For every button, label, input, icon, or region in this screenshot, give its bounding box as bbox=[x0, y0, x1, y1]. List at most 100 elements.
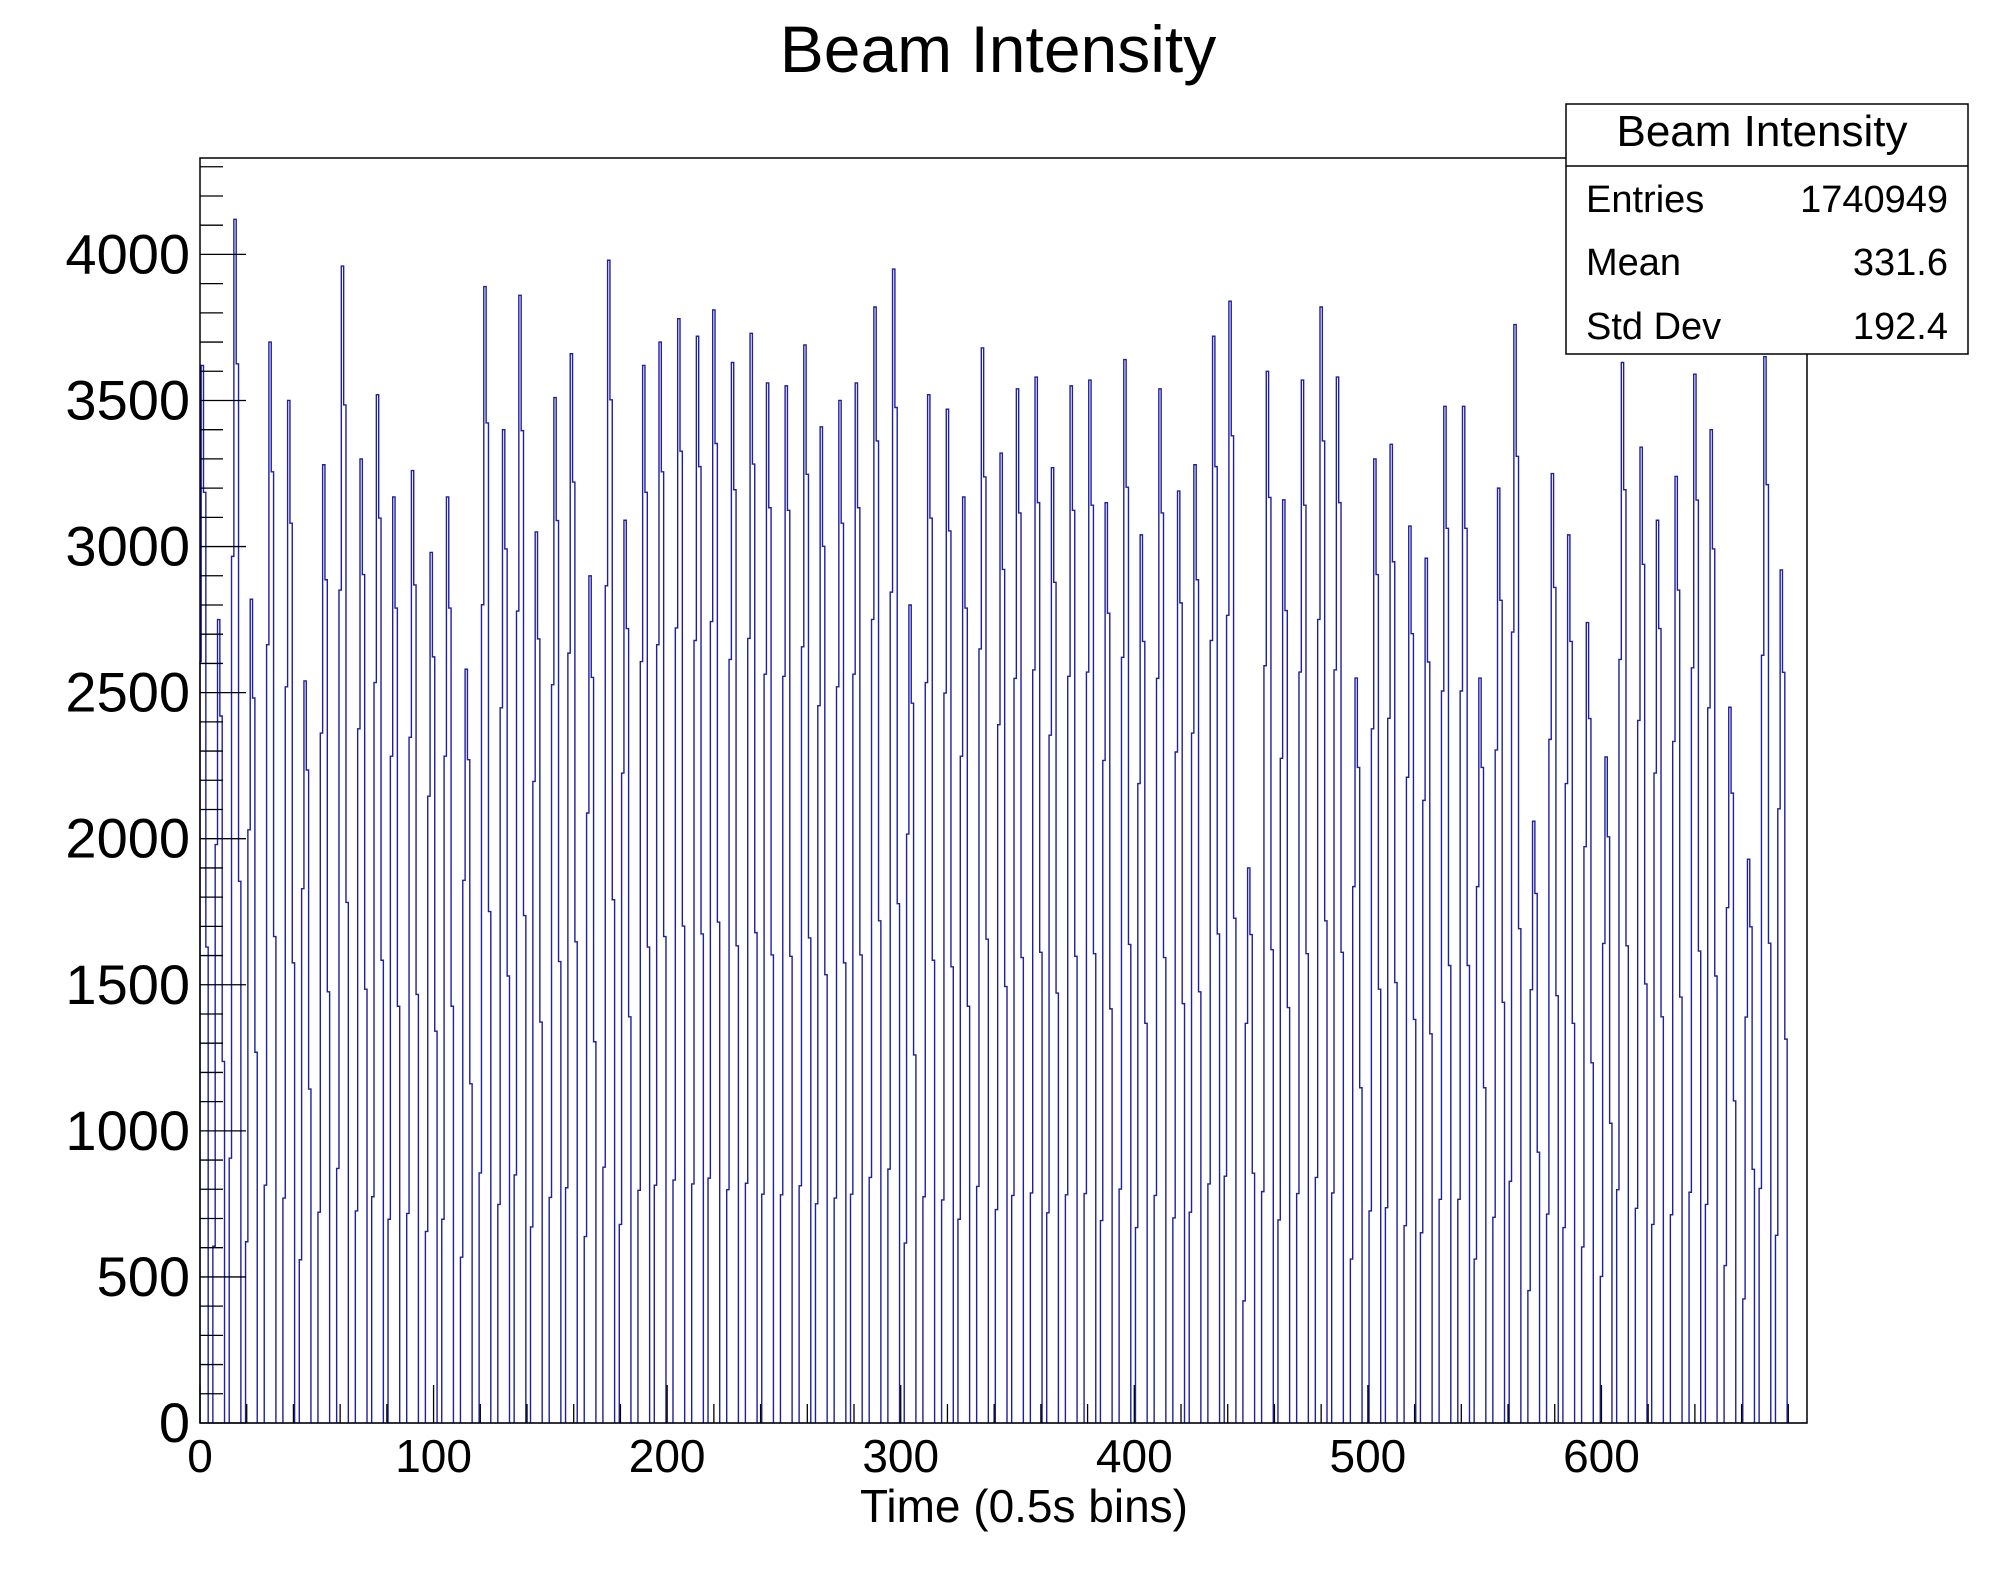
y-tick-label-2500: 2500 bbox=[65, 661, 190, 724]
histogram-pulse-39 bbox=[888, 269, 900, 1423]
histogram-pulse-85 bbox=[1705, 430, 1717, 1423]
histogram-pulse-82 bbox=[1652, 520, 1664, 1423]
histogram-pulse-66 bbox=[1369, 459, 1381, 1423]
histogram-pulse-71 bbox=[1458, 406, 1470, 1423]
histogram-pulse-11 bbox=[388, 497, 400, 1423]
histogram-pulse-81 bbox=[1635, 447, 1647, 1423]
histogram-pulse-26 bbox=[654, 342, 666, 1423]
histogram-pulse-9 bbox=[355, 459, 367, 1423]
histogram-pulse-54 bbox=[1154, 389, 1166, 1423]
x-tick-label-500: 500 bbox=[1330, 1430, 1407, 1482]
histogram-pulse-40 bbox=[904, 605, 916, 1423]
histogram-pulse-83 bbox=[1670, 476, 1682, 1423]
histogram-pulse-20 bbox=[549, 398, 561, 1423]
histogram-pulse-5 bbox=[283, 400, 295, 1423]
histogram-pulse-79 bbox=[1600, 757, 1612, 1423]
histogram-pulse-48 bbox=[1047, 468, 1059, 1423]
histogram-pulse-10 bbox=[372, 395, 384, 1423]
histogram-pulse-55 bbox=[1173, 491, 1185, 1423]
histogram-pulse-38 bbox=[869, 307, 881, 1423]
histogram-pulse-57 bbox=[1208, 336, 1220, 1423]
histogram-pulse-12 bbox=[407, 471, 419, 1423]
histogram-pulse-44 bbox=[977, 348, 989, 1423]
histogram-pulse-14 bbox=[442, 497, 454, 1423]
histogram-pulse-53 bbox=[1135, 535, 1147, 1423]
histogram-pulse-8 bbox=[337, 266, 349, 1423]
histogram-pulse-37 bbox=[851, 383, 863, 1423]
histogram-pulse-76 bbox=[1547, 474, 1559, 1423]
y-tick-label-3500: 3500 bbox=[65, 368, 190, 431]
x-axis-label: Time (0.5s bins) bbox=[860, 1480, 1188, 1532]
histogram-pulse-35 bbox=[815, 427, 827, 1423]
histogram-pulse-61 bbox=[1278, 500, 1290, 1423]
stats-stddev-value: 192.4 bbox=[1853, 306, 1948, 348]
histogram-pulse-25 bbox=[638, 365, 650, 1423]
y-tick-label-3000: 3000 bbox=[65, 515, 190, 578]
stats-box-title: Beam Intensity bbox=[1616, 107, 1907, 156]
histogram-pulse-50 bbox=[1084, 380, 1096, 1423]
histogram-pulse-67 bbox=[1385, 444, 1397, 1423]
histogram-pulse-63 bbox=[1315, 307, 1327, 1423]
histogram-pulse-33 bbox=[780, 386, 792, 1423]
x-axis-ticks bbox=[200, 1385, 1788, 1423]
histogram-pulse-74 bbox=[1509, 325, 1521, 1423]
histogram-pulse-41 bbox=[923, 395, 935, 1423]
histogram-pulse-86 bbox=[1724, 707, 1736, 1423]
histogram-pulse-59 bbox=[1243, 868, 1255, 1423]
histogram-series bbox=[200, 219, 1807, 1423]
histogram-pulse-60 bbox=[1262, 371, 1274, 1423]
histogram-pulse-51 bbox=[1100, 503, 1112, 1423]
histogram-pulse-89 bbox=[1775, 570, 1787, 1423]
x-tick-label-200: 200 bbox=[629, 1430, 706, 1482]
stats-stddev-label: Std Dev bbox=[1586, 306, 1721, 348]
stats-entries-value: 1740949 bbox=[1800, 179, 1948, 221]
histogram-pulse-75 bbox=[1528, 821, 1540, 1423]
histogram-pulse-29 bbox=[708, 310, 720, 1423]
histogram-pulse-4 bbox=[264, 342, 276, 1423]
histogram-pulse-72 bbox=[1474, 678, 1486, 1423]
histogram-pulse-13 bbox=[425, 552, 437, 1423]
histogram-pulse-17 bbox=[498, 430, 510, 1423]
stats-mean-label: Mean bbox=[1586, 242, 1681, 284]
histogram-pulse-32 bbox=[762, 383, 774, 1423]
histogram-pulse-64 bbox=[1332, 377, 1344, 1423]
histogram-pulse-1 bbox=[213, 620, 225, 1423]
y-tick-label-1500: 1500 bbox=[65, 953, 190, 1016]
histogram-pulse-58 bbox=[1224, 301, 1236, 1423]
x-tick-label-100: 100 bbox=[395, 1430, 472, 1482]
histogram-pulse-28 bbox=[692, 336, 704, 1423]
chart-title: Beam Intensity bbox=[780, 12, 1217, 86]
y-tick-label-500: 500 bbox=[97, 1245, 190, 1308]
stats-box: Beam Intensity Entries 1740949 Mean 331.… bbox=[1566, 104, 1968, 354]
histogram-pulse-19 bbox=[531, 532, 543, 1423]
histogram-pulse-52 bbox=[1119, 360, 1131, 1423]
histogram-pulse-65 bbox=[1350, 678, 1362, 1423]
histogram-pulse-69 bbox=[1420, 558, 1432, 1423]
histogram-pulse-87 bbox=[1743, 859, 1755, 1423]
y-tick-label-1000: 1000 bbox=[65, 1099, 190, 1162]
histogram-pulse-78 bbox=[1582, 623, 1594, 1423]
histogram-pulse-30 bbox=[727, 363, 739, 1424]
histogram-pulse-56 bbox=[1189, 465, 1201, 1423]
histogram-pulse-18 bbox=[514, 295, 526, 1423]
y-tick-label-4000: 4000 bbox=[65, 222, 190, 285]
histogram-pulse-34 bbox=[799, 345, 811, 1423]
histogram-pulse-49 bbox=[1065, 386, 1077, 1423]
histogram-pulse-16 bbox=[479, 287, 491, 1423]
stats-mean-value: 331.6 bbox=[1853, 242, 1948, 284]
histogram-pulse-46 bbox=[1012, 389, 1024, 1423]
x-tick-label-600: 600 bbox=[1563, 1430, 1640, 1482]
histogram-pulse-6 bbox=[299, 681, 311, 1423]
histogram-pulse-36 bbox=[834, 400, 846, 1423]
histogram-pulse-47 bbox=[1030, 377, 1042, 1423]
histogram-pulse-45 bbox=[995, 453, 1007, 1423]
x-tick-label-400: 400 bbox=[1096, 1430, 1173, 1482]
histogram-pulse-43 bbox=[958, 497, 970, 1423]
histogram-pulse-21 bbox=[566, 354, 578, 1423]
x-tick-label-300: 300 bbox=[862, 1430, 939, 1482]
histogram-pulse-68 bbox=[1404, 526, 1416, 1423]
x-axis-tick-labels: 0 100 200 300 400 500 600 bbox=[187, 1430, 1640, 1482]
y-axis-tick-labels: 05001000150020002500300035004000 bbox=[65, 222, 190, 1454]
histogram-pulse-80 bbox=[1617, 363, 1629, 1424]
